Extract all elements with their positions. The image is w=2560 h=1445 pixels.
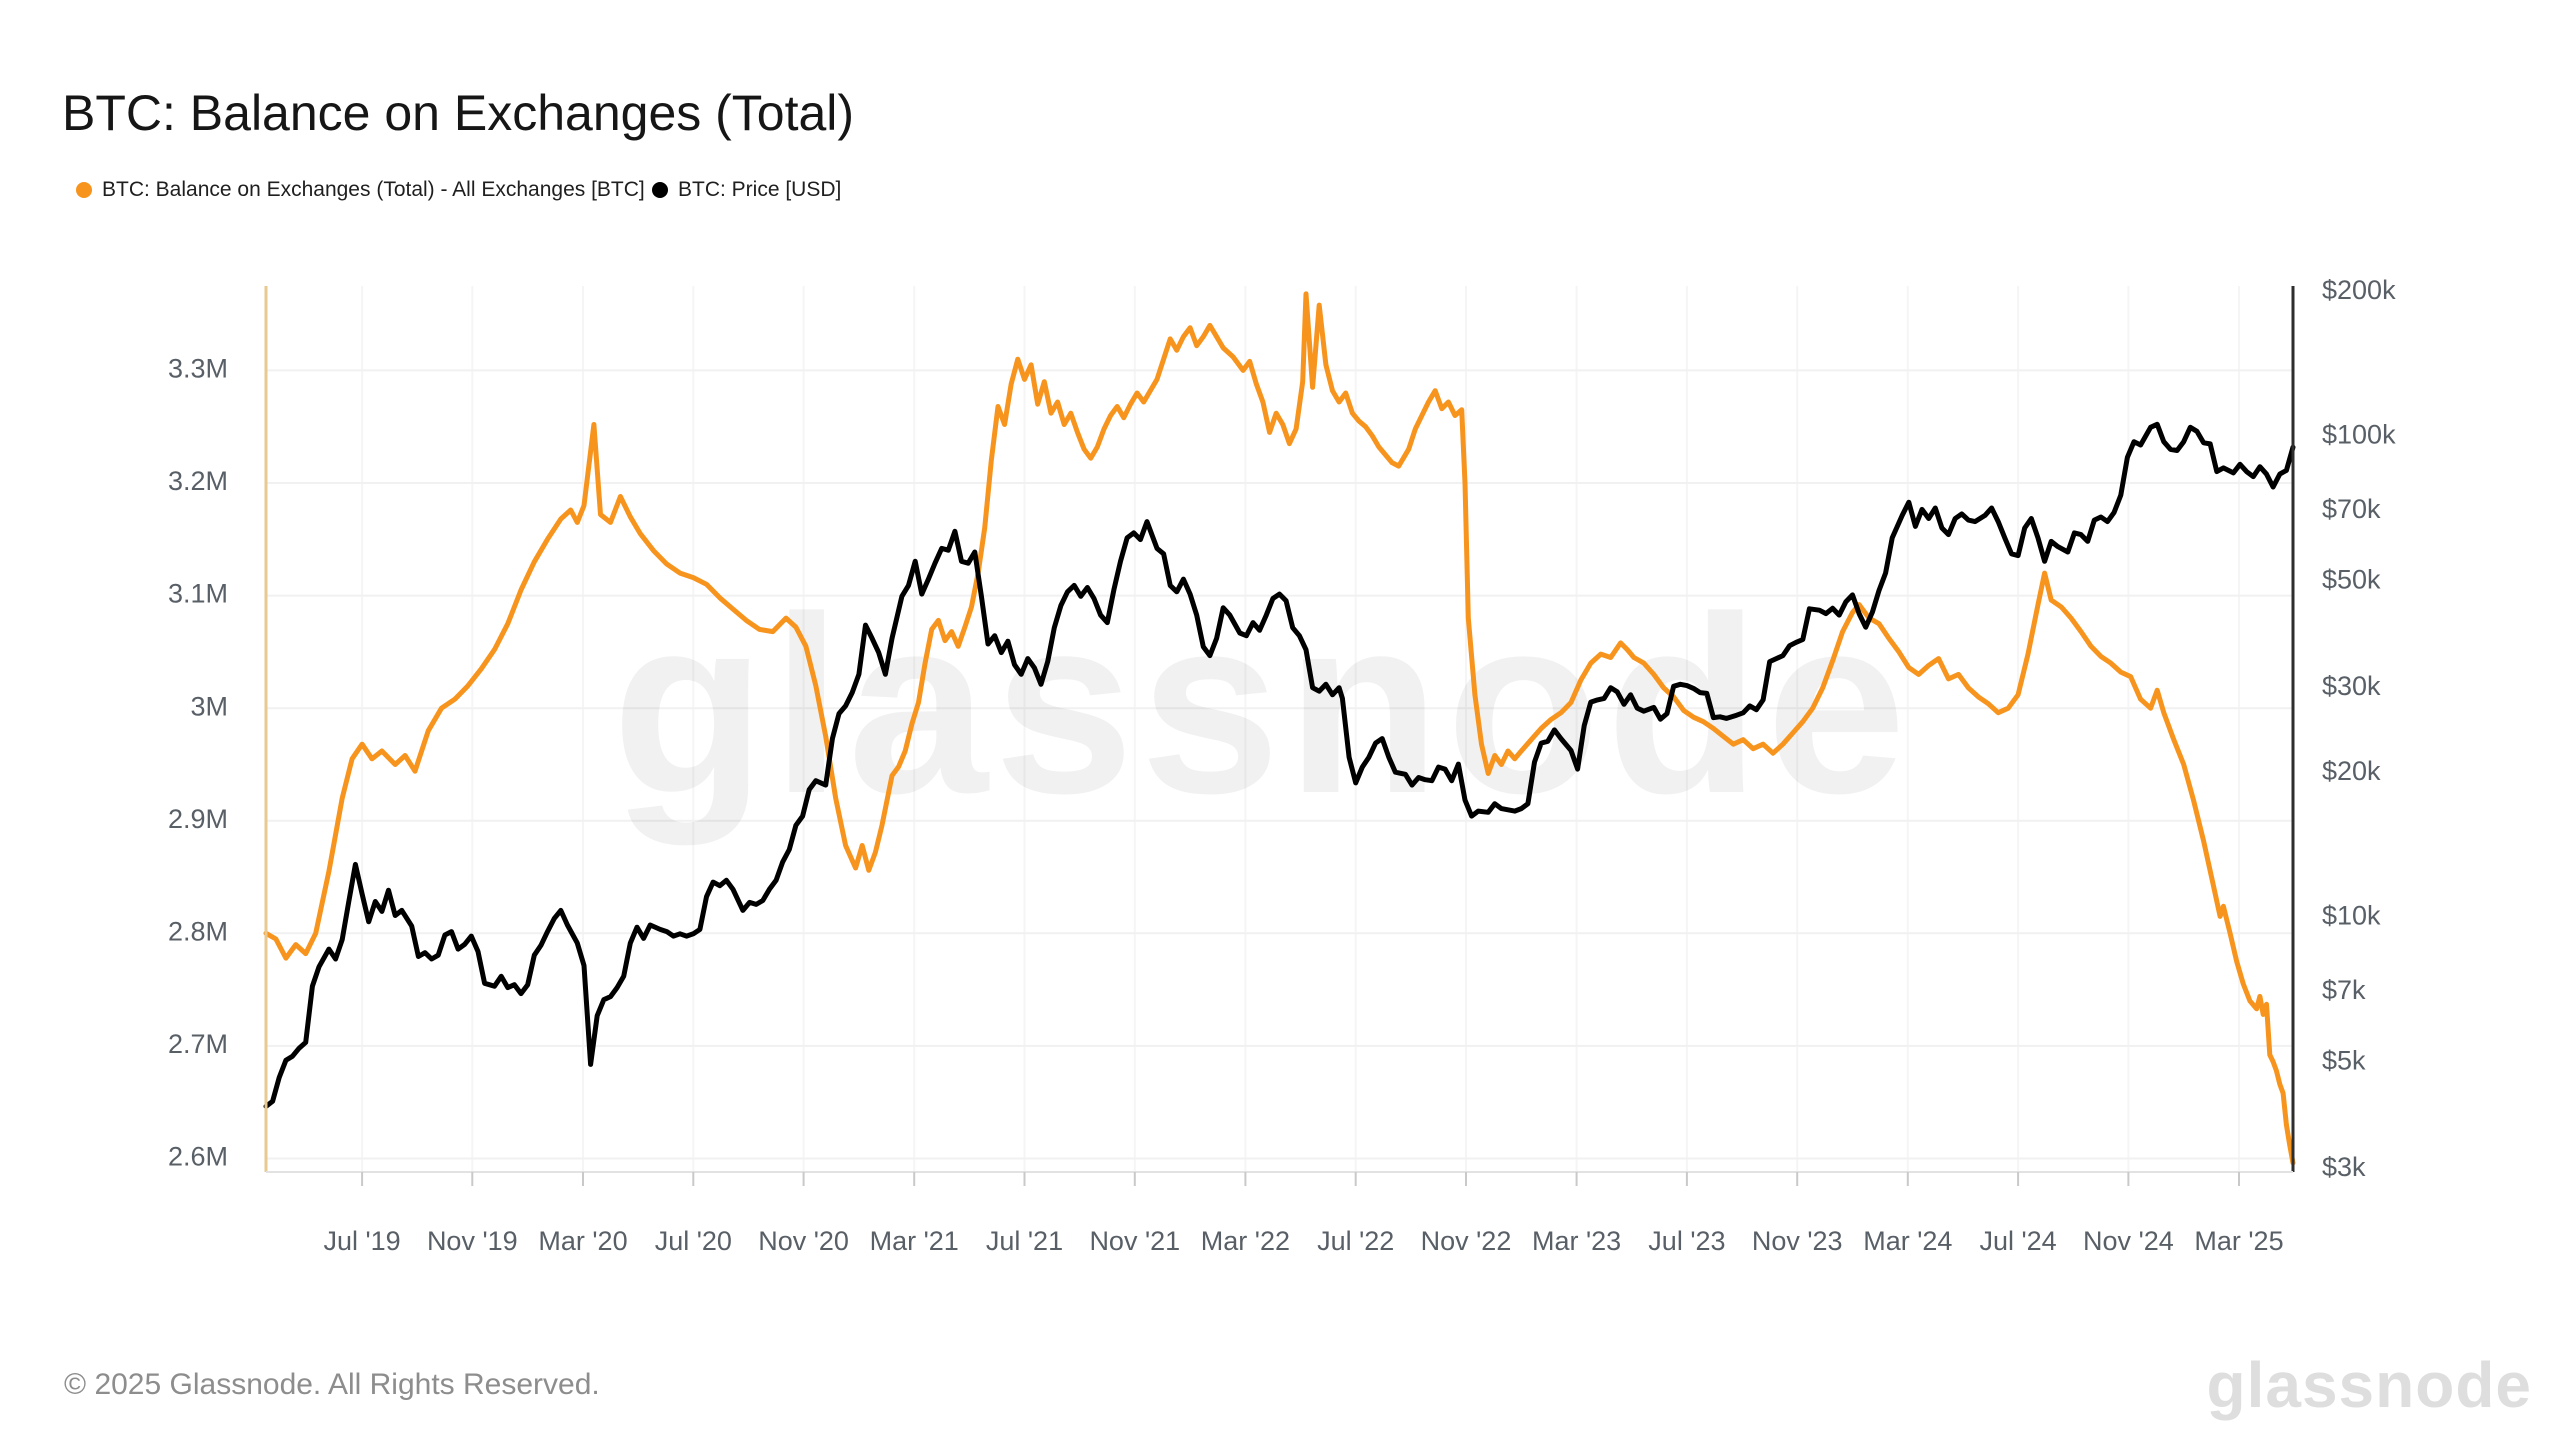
- svg-text:2.7M: 2.7M: [168, 1029, 228, 1059]
- svg-text:$30k: $30k: [2322, 671, 2381, 701]
- svg-text:3.3M: 3.3M: [168, 354, 228, 384]
- legend-label-balance: BTC: Balance on Exchanges (Total) - All …: [102, 178, 645, 201]
- svg-text:Jul '24: Jul '24: [1979, 1226, 2056, 1256]
- svg-text:Mar '25: Mar '25: [2194, 1226, 2283, 1256]
- legend-dot-balance-icon: [76, 182, 92, 198]
- legend-dot-price-icon: [652, 182, 668, 198]
- svg-text:Nov '19: Nov '19: [427, 1226, 518, 1256]
- svg-text:3M: 3M: [190, 691, 228, 721]
- svg-text:Nov '24: Nov '24: [2083, 1226, 2174, 1256]
- svg-text:2.9M: 2.9M: [168, 804, 228, 834]
- svg-text:Mar '20: Mar '20: [538, 1226, 627, 1256]
- svg-text:Mar '21: Mar '21: [870, 1226, 959, 1256]
- copyright-text: © 2025 Glassnode. All Rights Reserved.: [64, 1368, 600, 1401]
- svg-text:Mar '22: Mar '22: [1201, 1226, 1290, 1256]
- svg-text:Nov '23: Nov '23: [1752, 1226, 1843, 1256]
- svg-text:Nov '20: Nov '20: [758, 1226, 849, 1256]
- legend-item-balance[interactable]: BTC: Balance on Exchanges (Total) - All …: [76, 178, 645, 202]
- svg-text:Jul '21: Jul '21: [986, 1226, 1063, 1256]
- x-axis-ticks: Jul '19 Nov '19 Mar '20 Jul '20 Nov '20 Mar '…: [323, 1172, 2284, 1256]
- series-price-line: [263, 421, 2296, 1109]
- svg-text:$10k: $10k: [2322, 901, 2381, 931]
- svg-text:$200k: $200k: [2322, 275, 2396, 305]
- page-title: BTC: Balance on Exchanges (Total): [62, 84, 855, 141]
- svg-text:$50k: $50k: [2322, 565, 2381, 595]
- svg-text:2.8M: 2.8M: [168, 916, 228, 946]
- svg-text:$70k: $70k: [2322, 494, 2381, 524]
- svg-text:$5k: $5k: [2322, 1045, 2366, 1075]
- svg-text:2.6M: 2.6M: [168, 1142, 228, 1172]
- svg-text:Jul '20: Jul '20: [655, 1226, 732, 1256]
- h-gridlines: [266, 369, 2293, 1160]
- svg-text:Jul '23: Jul '23: [1648, 1226, 1725, 1256]
- svg-text:Mar '23: Mar '23: [1532, 1226, 1621, 1256]
- svg-text:$7k: $7k: [2322, 975, 2366, 1005]
- svg-text:$3k: $3k: [2322, 1152, 2366, 1182]
- legend-item-price[interactable]: BTC: Price [USD]: [652, 178, 841, 202]
- glassnode-logo: glassnode: [2206, 1349, 2532, 1421]
- svg-text:3.2M: 3.2M: [168, 466, 228, 496]
- svg-text:Nov '21: Nov '21: [1089, 1226, 1180, 1256]
- svg-text:$100k: $100k: [2322, 420, 2396, 450]
- svg-text:Mar '24: Mar '24: [1863, 1226, 1952, 1256]
- series-balance-line: [263, 291, 2296, 1166]
- svg-text:Jul '19: Jul '19: [323, 1226, 400, 1256]
- svg-text:Nov '22: Nov '22: [1421, 1226, 1512, 1256]
- watermark: glassnode: [612, 565, 1912, 846]
- svg-text:$20k: $20k: [2322, 756, 2381, 786]
- right-axis-labels: $200k $100k $70k $50k $30k $20k $10k $7k $5k $3k: [2322, 275, 2396, 1182]
- svg-text:Jul '22: Jul '22: [1317, 1226, 1394, 1256]
- legend: BTC: Balance on Exchanges (Total) - All …: [0, 178, 2560, 208]
- svg-text:3.1M: 3.1M: [168, 579, 228, 609]
- left-axis-labels: 3.3M 3.2M 3.1M 3M 2.9M 2.8M 2.7M 2.6M: [168, 354, 228, 1172]
- legend-label-price: BTC: Price [USD]: [678, 178, 842, 201]
